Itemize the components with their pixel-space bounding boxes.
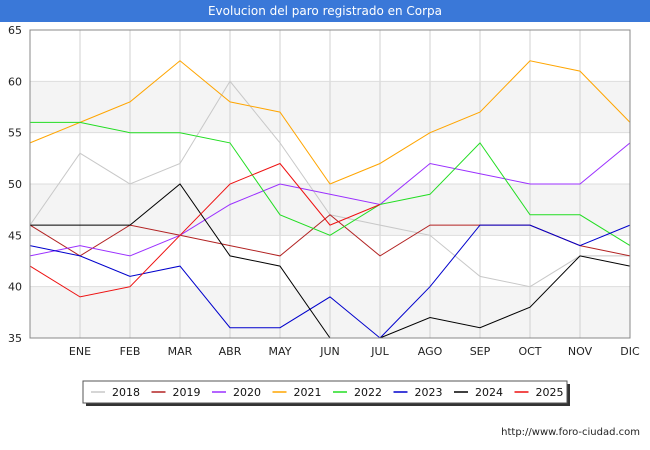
series-line-2025 <box>29 162 381 298</box>
y-tick-50: 50 <box>8 178 22 191</box>
x-tick-ABR: ABR <box>219 345 242 358</box>
x-tick-MAR: MAR <box>168 345 193 358</box>
y-tick-40: 40 <box>8 281 22 294</box>
y-tick-65: 65 <box>8 24 22 37</box>
x-tick-OCT: OCT <box>518 345 541 358</box>
series-line-2020 <box>29 142 631 257</box>
y-tick-60: 60 <box>8 75 22 88</box>
y-tick-45: 45 <box>8 229 22 242</box>
y-tick-55: 55 <box>8 127 22 140</box>
legend-box <box>82 380 568 404</box>
x-tick-MAY: MAY <box>269 345 292 358</box>
legend-label-2022: 2022 <box>354 386 382 399</box>
legend-label-2020: 2020 <box>233 386 261 399</box>
series-line-2021 <box>29 60 631 185</box>
x-tick-FEB: FEB <box>120 345 141 358</box>
y-tick-labels: 35 40 45 50 55 60 65 <box>8 24 22 345</box>
series-line-2022 <box>30 121 631 247</box>
legend-label-2023: 2023 <box>415 386 443 399</box>
y-tick-35: 35 <box>8 332 22 345</box>
x-tick-DIC: DIC <box>620 345 640 358</box>
x-tick-JUL: JUL <box>370 345 389 358</box>
x-tick-labels: ENE FEB MAR ABR MAY JUN JUL AGO SEP OCT NOV DIC <box>69 345 640 358</box>
x-tick-JUN: JUN <box>319 345 340 358</box>
legend-label-2019: 2019 <box>173 386 201 399</box>
legend-label-2024: 2024 <box>475 386 503 399</box>
x-tick-SEP: SEP <box>470 345 491 358</box>
legend-label-2021: 2021 <box>294 386 322 399</box>
source-credit: http://www.foro-ciudad.com <box>501 427 640 438</box>
chart-title: Evolucion del paro registrado en Corpa <box>0 0 650 22</box>
plot-frame <box>29 29 631 339</box>
legend-label-2018: 2018 <box>112 386 140 399</box>
x-tick-AGO: AGO <box>418 345 443 358</box>
x-tick-NOV: NOV <box>568 345 593 358</box>
series-line-2023 <box>29 224 631 339</box>
legend: 2018 2019 2020 2021 2022 2023 2024 2025 <box>82 380 570 406</box>
legend-label-2025: 2025 <box>536 386 564 399</box>
x-tick-ENE: ENE <box>69 345 91 358</box>
